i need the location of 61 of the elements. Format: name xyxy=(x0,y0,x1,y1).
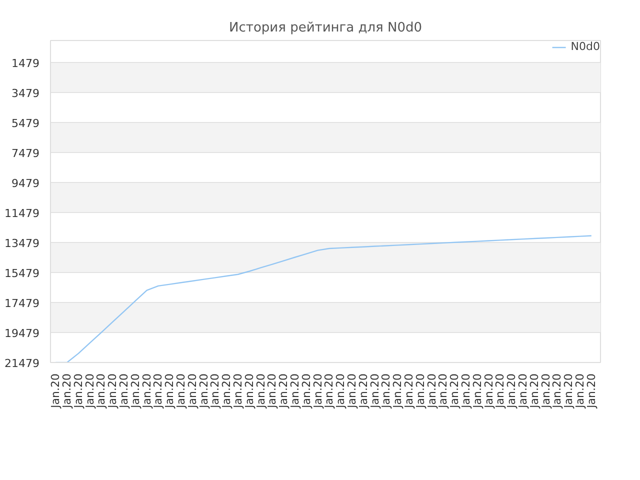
x-tick-label: Jan.20 xyxy=(436,373,450,409)
x-tick-label: Jan.20 xyxy=(140,373,154,409)
x-tick-label: Jan.20 xyxy=(254,373,268,409)
x-tick-label: Jan.20 xyxy=(242,373,256,409)
x-tick-label: Jan.20 xyxy=(94,373,108,409)
x-tick-label: Jan.20 xyxy=(516,373,530,409)
x-tick-label: Jan.20 xyxy=(425,373,438,409)
x-tick-label: Jan.20 xyxy=(482,373,496,409)
x-tick-label: Jan.20 xyxy=(380,373,393,409)
x-tick-label: Jan.20 xyxy=(311,373,324,409)
x-tick-label: Jan.20 xyxy=(72,373,85,409)
x-tick-label: Jan.20 xyxy=(346,373,359,409)
y-tick-label: 17479 xyxy=(4,297,40,310)
x-tick-label: Jan.20 xyxy=(128,373,142,409)
x-tick-label: Jan.20 xyxy=(163,373,176,409)
x-tick-label: Jan.20 xyxy=(300,373,313,409)
x-tick-label: Jan.20 xyxy=(288,373,302,409)
x-tick-label: Jan.20 xyxy=(368,373,382,409)
x-tick-label: Jan.20 xyxy=(322,373,336,409)
x-tick-label: Jan.20 xyxy=(208,373,222,409)
x-tick-label: Jan.20 xyxy=(152,373,165,409)
y-tick-label: 7479 xyxy=(12,147,40,160)
x-tick-label: Jan.20 xyxy=(83,373,96,409)
x-tick-label: Jan.20 xyxy=(505,373,518,409)
x-tick-label: Jan.20 xyxy=(562,373,576,409)
x-tick-label: Jan.20 xyxy=(232,373,245,409)
y-tick-label: 21479 xyxy=(4,357,40,370)
x-tick-label: Jan.20 xyxy=(459,373,472,409)
x-tick-label: Jan.20 xyxy=(334,373,348,409)
y-tick-label: 15479 xyxy=(4,267,40,280)
x-tick-label: Jan.20 xyxy=(584,373,598,409)
x-tick-label: Jan.20 xyxy=(118,373,131,409)
legend-label: N0d0 xyxy=(570,40,600,53)
x-tick-label: Jan.20 xyxy=(186,373,199,409)
x-tick-label: Jan.20 xyxy=(402,373,416,409)
x-tick-label: Jan.20 xyxy=(106,373,120,409)
y-tick-label: 1479 xyxy=(12,57,40,70)
x-tick-label: Jan.20 xyxy=(197,373,210,409)
x-tick-label: Jan.20 xyxy=(266,373,279,409)
y-tick-label: 5479 xyxy=(12,117,40,130)
x-tick-label: Jan.20 xyxy=(277,373,290,409)
y-tick-label: 3479 xyxy=(12,87,40,100)
x-tick-label: Jan.20 xyxy=(528,373,541,409)
x-tick-label: Jan.20 xyxy=(448,373,462,409)
x-tick-label: Jan.20 xyxy=(470,373,484,409)
x-tick-label: Jan.20 xyxy=(49,373,62,409)
x-tick-label: Jan.20 xyxy=(60,373,74,409)
x-tick-label: Jan.20 xyxy=(414,373,427,409)
chart-title: История рейтинга для N0d0 xyxy=(229,20,422,36)
x-tick-label: Jan.20 xyxy=(356,373,370,409)
y-tick-label: 19479 xyxy=(4,327,40,340)
x-tick-label: Jan.20 xyxy=(174,373,188,409)
x-tick-label: Jan.20 xyxy=(494,373,507,409)
x-tick-label: Jan.20 xyxy=(573,373,586,409)
y-tick-label: 13479 xyxy=(4,237,40,250)
x-tick-label: Jan.20 xyxy=(220,373,234,409)
y-tick-label: 11479 xyxy=(4,207,40,220)
x-tick-label: Jan.20 xyxy=(539,373,552,409)
x-tick-label: Jan.20 xyxy=(391,373,404,409)
y-tick-label: 9479 xyxy=(12,177,40,190)
x-tick-label: Jan.20 xyxy=(550,373,564,409)
